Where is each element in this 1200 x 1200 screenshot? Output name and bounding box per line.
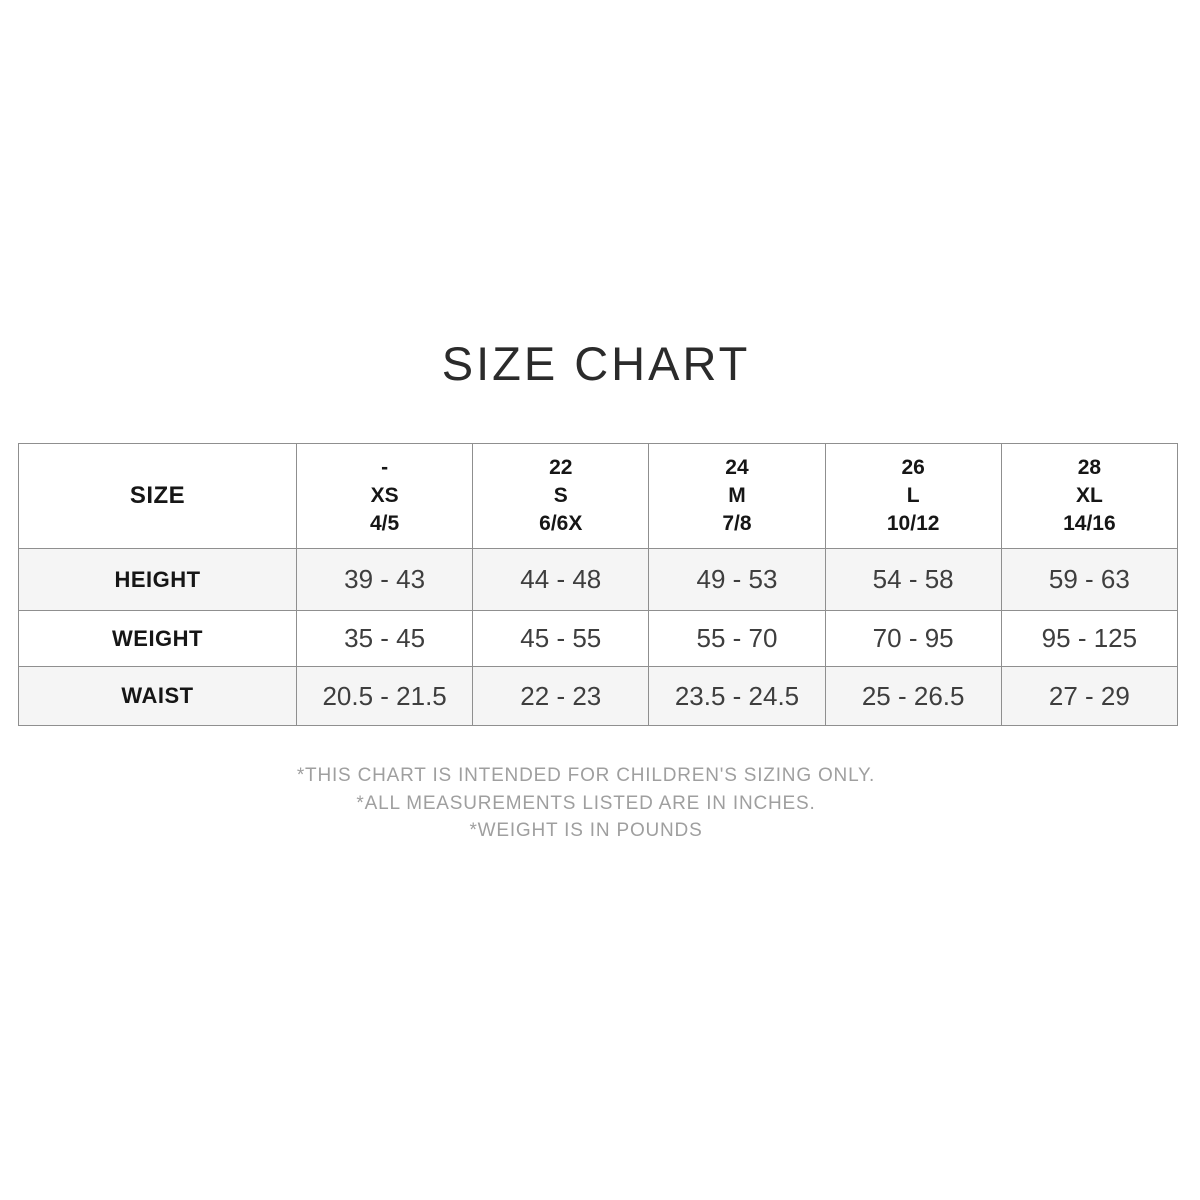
size-letter: XL	[1075, 484, 1103, 507]
row-label-weight: WEIGHT	[18, 610, 297, 667]
size-kids-range: 6/6X	[539, 512, 583, 535]
size-number: -	[381, 456, 389, 479]
row-label-height: HEIGHT	[18, 548, 297, 611]
size-kids-range: 14/16	[1063, 512, 1116, 535]
size-column-header-l: 26 L 10/12	[824, 443, 1002, 549]
table-header-row: SIZE - XS 4/5 22 S 6/6X 24 M 7/8 26 L 10…	[18, 443, 1179, 549]
size-letter: L	[906, 484, 920, 507]
footnote-children-sizing: *THIS CHART IS INTENDED FOR CHILDREN'S S…	[296, 765, 876, 786]
value-cell: 45 - 55	[472, 610, 650, 667]
value-cell: 95 - 125	[1000, 610, 1179, 667]
size-kids-range: 10/12	[886, 512, 940, 535]
footnote-pounds: *WEIGHT IS IN POUNDS	[469, 820, 703, 841]
value-cell: 54 - 58	[824, 548, 1002, 611]
size-column-header-s: 22 S 6/6X	[472, 443, 650, 549]
value-cell: 39 - 43	[295, 548, 474, 611]
size-corner-header: SIZE	[18, 443, 297, 549]
size-column-header-m: 24 M 7/8	[648, 443, 826, 549]
value-cell: 35 - 45	[295, 610, 474, 667]
value-cell: 44 - 48	[472, 548, 650, 611]
value-cell: 25 - 26.5	[824, 666, 1002, 726]
footnotes-block: *THIS CHART IS INTENDED FOR CHILDREN'S S…	[0, 762, 1172, 845]
value-cell: 23.5 - 24.5	[648, 666, 826, 726]
row-label-waist: WAIST	[18, 666, 297, 726]
value-cell: 59 - 63	[1000, 548, 1179, 611]
value-cell: 22 - 23	[472, 666, 650, 726]
size-chart-table: SIZE - XS 4/5 22 S 6/6X 24 M 7/8 26 L 10…	[18, 443, 1179, 726]
size-kids-range: 4/5	[369, 512, 400, 535]
size-number: 28	[1077, 456, 1102, 479]
table-row-weight: WEIGHT 35 - 45 45 - 55 55 - 70 70 - 95 9…	[18, 610, 1179, 667]
size-kids-range: 7/8	[722, 512, 752, 535]
size-letter: M	[728, 484, 746, 507]
page-title: SIZE CHART	[441, 337, 751, 390]
size-letter: S	[553, 484, 568, 507]
footnote-inches: *ALL MEASUREMENTS LISTED ARE IN INCHES.	[356, 792, 816, 814]
size-number: 22	[549, 456, 573, 479]
table-row-waist: WAIST 20.5 - 21.5 22 - 23 23.5 - 24.5 25…	[18, 666, 1179, 726]
value-cell: 55 - 70	[648, 610, 826, 667]
size-column-header-xl: 28 XL 14/16	[1000, 443, 1179, 549]
value-cell: 20.5 - 21.5	[295, 666, 474, 726]
size-number: 26	[901, 456, 925, 479]
size-letter: XS	[370, 484, 399, 507]
table-row-height: HEIGHT 39 - 43 44 - 48 49 - 53 54 - 58 5…	[18, 548, 1179, 611]
size-column-header-xs: - XS 4/5	[295, 443, 474, 549]
size-number: 24	[725, 456, 749, 479]
value-cell: 70 - 95	[824, 610, 1002, 667]
value-cell: 27 - 29	[1000, 666, 1179, 726]
value-cell: 49 - 53	[648, 548, 826, 611]
